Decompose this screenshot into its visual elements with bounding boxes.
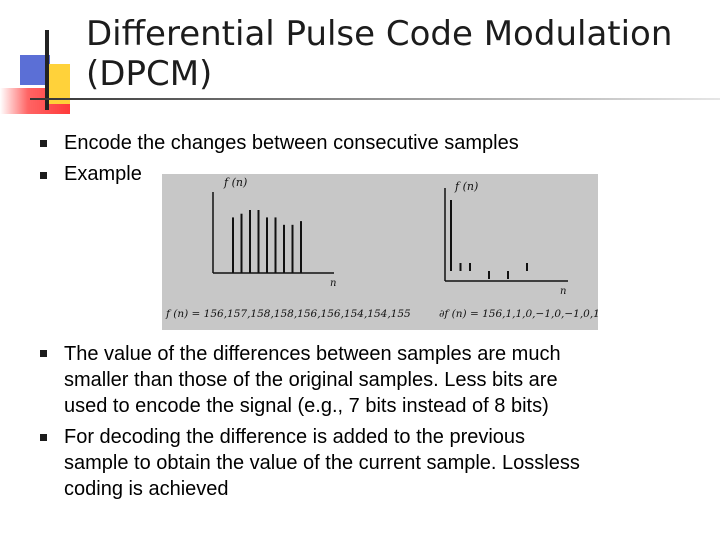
right-plot-caption: ∂f (n) = 156,1,1,0,−1,0,−1,0,1 [439,308,598,320]
bullet-marker [40,140,47,147]
slide-title-line-1: Differential Pulse Code Modulation [86,14,673,54]
right-plot-ylabel: f (n) [454,180,478,193]
bullet-text-line: The value of the differences between sam… [64,343,561,365]
bullet-text-line: coding is achieved [64,478,229,500]
bullet-text-line: smaller than those of the original sampl… [64,369,558,391]
left-plot-ylabel: f (n) [223,176,247,189]
slide-title-line-2: (DPCM) [86,54,213,94]
example-figure-svg: f (n) n f (n) = 156,157,158,158,156,156,… [165,176,600,320]
slide-title: Differential Pulse Code Modulation (DPCM… [86,14,686,94]
left-plot-xlabel: n [330,278,336,289]
right-plot-xlabel: n [560,286,566,297]
example-figure: f (n) n f (n) = 156,157,158,158,156,156,… [162,174,600,330]
left-plot-stems [232,210,302,273]
bullet-text-line: sample to obtain the value of the curren… [64,452,580,474]
left-plot-caption: f (n) = 156,157,158,158,156,156,154,154,… [165,308,411,320]
bullet-marker [40,434,47,441]
bullet-text: Encode the changes between consecutive s… [64,132,519,154]
bullet-marker [40,350,47,357]
bullet-text-line: For decoding the difference is added to … [64,426,526,448]
decorative-vertical-line [45,30,49,110]
title-divider-line [30,98,720,100]
right-plot-stems [450,200,528,279]
bullet-text-block: The value of the differences between sam… [64,341,704,419]
decorative-yellow-square [48,64,70,104]
bullet-text-line: used to encode the signal (e.g., 7 bits … [64,395,549,417]
bullet-marker [40,172,47,179]
bullet-text-block: For decoding the difference is added to … [64,424,704,502]
bullet-text: Example [64,163,142,185]
